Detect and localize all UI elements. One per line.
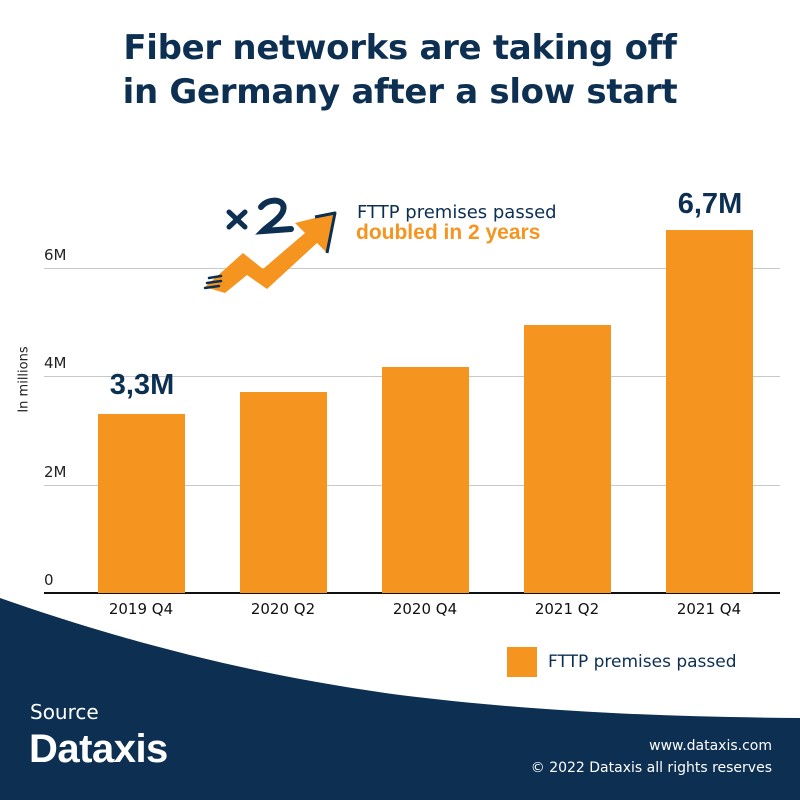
x-tick-2020-q4: 2020 Q4 [392,600,458,618]
source-label: Source [30,700,99,724]
x-axis-line [44,592,780,594]
y-tick-6m: 6M [44,246,67,264]
x-tick-2021-q4: 2021 Q4 [676,600,742,618]
times-two-icon [226,197,294,235]
legend-label-fttp: FTTP premises passed [548,652,737,672]
bar-2020-q2 [240,392,327,593]
x-tick-2021-q2: 2021 Q2 [534,600,600,618]
callout-first-value: 3,3M [109,369,175,401]
x-tick-2020-q2: 2020 Q2 [250,600,316,618]
callout-last-value: 6,7M [677,188,743,220]
footer-copyright: © 2022 Dataxis all rights reserves [530,760,772,776]
chart-title-line-1: Fiber networks are taking off [123,28,677,68]
y-tick-0: 0 [44,571,54,589]
source-logo-dataxis: Dataxis [29,727,168,771]
bar-2019-q4 [98,414,185,593]
chart-title: Fiber networks are taking off in Germany… [0,26,800,114]
footer-website-link[interactable]: www.dataxis.com [649,738,772,754]
bar-2021-q4 [666,230,753,593]
gridline-6m [44,268,780,269]
x-tick-2019-q4: 2019 Q4 [108,600,174,618]
y-tick-2m: 2M [44,463,67,481]
bar-2021-q2 [524,325,611,593]
bar-2020-q4 [382,367,469,593]
y-tick-4m: 4M [44,354,67,372]
arrow-body [205,213,335,293]
annotation-line-2: doubled in 2 years [356,221,541,244]
chart-title-line-2: in Germany after a slow start [122,72,678,112]
growth-arrow-icon [203,197,337,293]
annotation-line-1: FTTP premises passed [357,202,557,223]
legend: FTTP premises passed [507,647,737,677]
legend-swatch-fttp [507,647,537,677]
y-axis-label: In millions [16,346,32,413]
